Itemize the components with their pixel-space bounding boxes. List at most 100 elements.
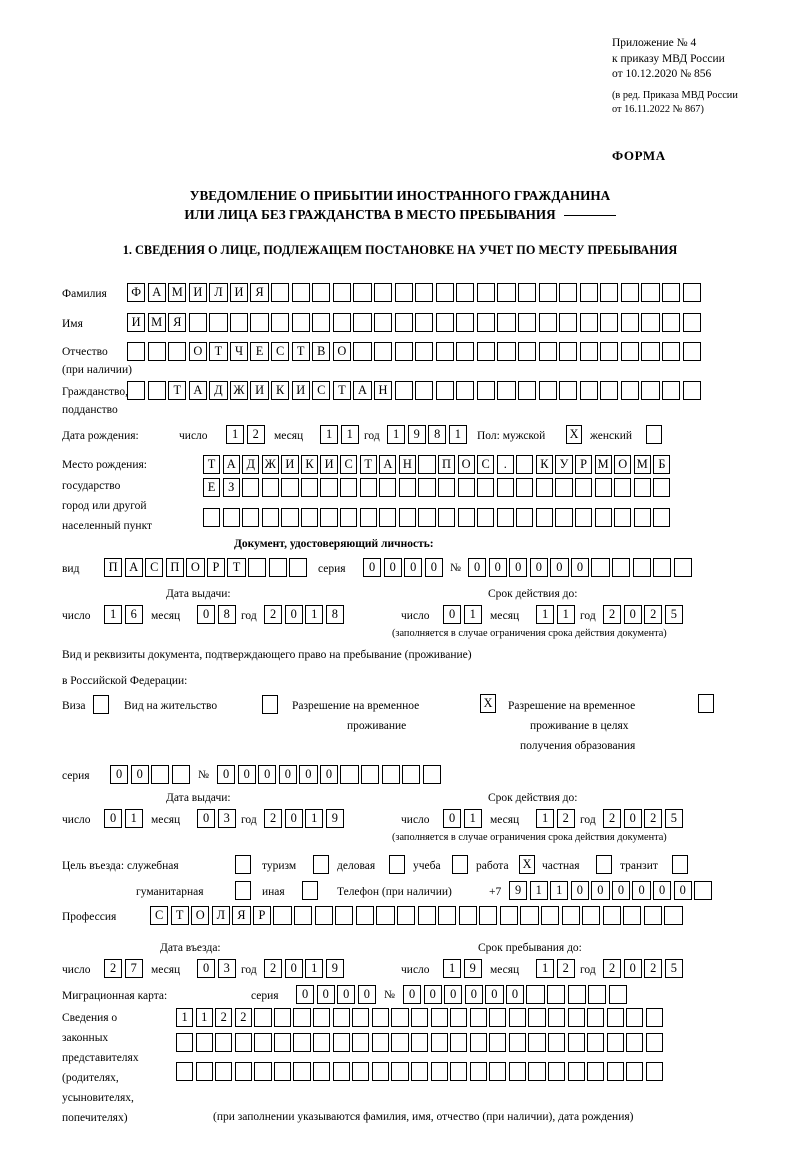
char-cell[interactable] xyxy=(437,478,456,497)
char-cell[interactable] xyxy=(176,1062,194,1081)
char-cell[interactable]: 9 xyxy=(509,881,528,900)
char-cell[interactable] xyxy=(332,1008,350,1027)
char-cell[interactable] xyxy=(371,1033,389,1052)
char-cell[interactable] xyxy=(313,1008,331,1027)
char-cell[interactable] xyxy=(450,1033,468,1052)
char-cell[interactable] xyxy=(410,1033,429,1052)
char-cell[interactable] xyxy=(254,1008,272,1027)
char-cell[interactable] xyxy=(300,478,319,497)
char-cell[interactable] xyxy=(547,985,566,1004)
char-cell[interactable] xyxy=(229,313,249,332)
char-cell[interactable] xyxy=(456,313,475,332)
char-cell[interactable] xyxy=(176,1033,194,1052)
char-cell[interactable] xyxy=(643,906,663,925)
char-cell[interactable]: 3 xyxy=(217,809,236,828)
char-cell[interactable] xyxy=(561,906,580,925)
char-cell[interactable]: 1 xyxy=(463,809,482,828)
char-cell[interactable]: К xyxy=(271,381,290,400)
char-cell[interactable] xyxy=(391,1008,409,1027)
char-cell[interactable]: 0 xyxy=(570,881,589,900)
char-cell[interactable] xyxy=(653,508,671,527)
char-cell[interactable]: 1 xyxy=(529,881,548,900)
char-cell[interactable]: А xyxy=(124,558,143,577)
visa-checkbox[interactable] xyxy=(93,695,109,714)
sex-male-checkbox[interactable]: X xyxy=(566,425,582,444)
char-cell[interactable] xyxy=(600,342,619,361)
char-cell[interactable]: 0 xyxy=(509,558,528,577)
char-cell[interactable]: Я xyxy=(250,283,269,302)
char-cell[interactable] xyxy=(353,313,372,332)
char-cell[interactable] xyxy=(456,381,475,400)
char-cell[interactable] xyxy=(614,478,632,497)
char-cell[interactable] xyxy=(517,342,537,361)
char-cell[interactable] xyxy=(528,1008,546,1027)
char-cell[interactable]: 1 xyxy=(176,1008,194,1027)
char-cell[interactable]: 0 xyxy=(284,809,303,828)
char-cell[interactable] xyxy=(653,478,671,497)
char-cell[interactable] xyxy=(497,381,516,400)
char-cell[interactable]: 2 xyxy=(246,425,265,444)
char-cell[interactable]: 0 xyxy=(505,985,525,1004)
char-cell[interactable] xyxy=(662,313,681,332)
char-cell[interactable] xyxy=(477,508,495,527)
char-cell[interactable]: И xyxy=(320,455,338,474)
char-cell[interactable] xyxy=(281,478,299,497)
char-cell[interactable] xyxy=(508,1033,527,1052)
char-cell[interactable]: 2 xyxy=(264,605,283,624)
char-cell[interactable] xyxy=(394,313,413,332)
char-cell[interactable]: 0 xyxy=(444,985,463,1004)
char-cell[interactable] xyxy=(517,381,537,400)
char-cell[interactable]: 0 xyxy=(611,881,631,900)
char-cell[interactable] xyxy=(620,381,640,400)
char-cell[interactable] xyxy=(641,313,660,332)
char-cell[interactable] xyxy=(300,508,319,527)
char-cell[interactable] xyxy=(641,381,660,400)
char-cell[interactable] xyxy=(127,342,146,361)
char-cell[interactable]: 8 xyxy=(325,605,344,624)
char-cell[interactable]: 0 xyxy=(570,558,590,577)
char-cell[interactable]: 9 xyxy=(407,425,426,444)
char-cell[interactable] xyxy=(612,558,631,577)
char-cell[interactable]: Н xyxy=(373,381,393,400)
char-cell[interactable] xyxy=(608,985,627,1004)
char-cell[interactable] xyxy=(430,1033,448,1052)
char-cell[interactable] xyxy=(645,1033,664,1052)
char-cell[interactable] xyxy=(312,283,331,302)
char-cell[interactable]: 2 xyxy=(603,959,622,978)
char-cell[interactable]: И xyxy=(281,455,299,474)
char-cell[interactable]: 0 xyxy=(316,985,335,1004)
char-cell[interactable] xyxy=(435,381,454,400)
char-cell[interactable] xyxy=(410,1062,429,1081)
char-cell[interactable]: 1 xyxy=(305,605,324,624)
birth-place-row-3-input[interactable] xyxy=(203,508,671,527)
char-cell[interactable] xyxy=(273,1008,292,1027)
char-cell[interactable] xyxy=(614,508,632,527)
char-cell[interactable]: 1 xyxy=(536,809,555,828)
char-cell[interactable]: 0 xyxy=(623,605,642,624)
char-cell[interactable] xyxy=(567,1033,585,1052)
char-cell[interactable]: 3 xyxy=(217,959,236,978)
temp-residence-checkbox[interactable]: X xyxy=(480,694,496,713)
char-cell[interactable] xyxy=(535,478,554,497)
char-cell[interactable]: О xyxy=(186,558,205,577)
char-cell[interactable] xyxy=(352,1008,370,1027)
char-cell[interactable]: П xyxy=(165,558,184,577)
char-cell[interactable]: П xyxy=(437,455,456,474)
char-cell[interactable]: 1 xyxy=(556,605,575,624)
char-cell[interactable] xyxy=(476,313,496,332)
char-cell[interactable] xyxy=(555,478,573,497)
char-cell[interactable]: Е xyxy=(250,342,269,361)
char-cell[interactable]: Т xyxy=(168,381,187,400)
